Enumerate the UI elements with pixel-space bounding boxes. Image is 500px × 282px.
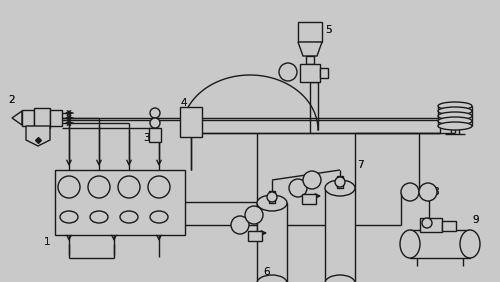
Circle shape <box>303 171 321 189</box>
Bar <box>257 203 287 282</box>
Text: 3: 3 <box>143 133 150 143</box>
Text: 1: 1 <box>44 237 51 247</box>
Circle shape <box>245 206 263 224</box>
Ellipse shape <box>400 230 420 258</box>
Circle shape <box>267 192 277 202</box>
Bar <box>306 56 314 64</box>
Text: 7: 7 <box>357 160 364 170</box>
Text: 9: 9 <box>472 215 478 225</box>
Circle shape <box>118 176 140 198</box>
Circle shape <box>335 177 345 187</box>
Bar <box>320 68 328 78</box>
Bar <box>298 22 322 42</box>
Ellipse shape <box>325 180 355 196</box>
Circle shape <box>419 183 437 201</box>
Bar <box>50 110 62 126</box>
Circle shape <box>401 183 419 201</box>
Circle shape <box>88 176 110 198</box>
Circle shape <box>150 118 160 128</box>
Ellipse shape <box>325 275 355 282</box>
Bar <box>149 128 161 142</box>
Ellipse shape <box>460 230 480 258</box>
Bar <box>300 64 320 82</box>
Bar <box>442 221 456 231</box>
Polygon shape <box>12 111 22 125</box>
Bar <box>34 108 50 128</box>
Bar <box>248 231 262 241</box>
Ellipse shape <box>257 275 287 282</box>
Ellipse shape <box>438 112 472 120</box>
Text: 4: 4 <box>180 98 186 108</box>
Text: 6: 6 <box>263 267 270 277</box>
Circle shape <box>58 176 80 198</box>
Ellipse shape <box>90 211 108 223</box>
Text: 5: 5 <box>325 25 332 35</box>
Text: 8: 8 <box>432 187 438 197</box>
Text: 9: 9 <box>472 215 478 225</box>
Circle shape <box>422 218 432 228</box>
Ellipse shape <box>438 122 472 130</box>
Text: 8: 8 <box>432 187 438 197</box>
Polygon shape <box>298 42 322 56</box>
Text: 7: 7 <box>357 160 364 170</box>
Bar <box>337 176 343 188</box>
Ellipse shape <box>120 211 138 223</box>
Text: 2: 2 <box>8 95 14 105</box>
Bar <box>302 194 316 204</box>
Ellipse shape <box>150 211 168 223</box>
Ellipse shape <box>438 117 472 125</box>
Bar <box>325 188 355 282</box>
Ellipse shape <box>438 102 472 110</box>
Ellipse shape <box>257 195 287 211</box>
Bar <box>180 107 202 137</box>
Text: 4: 4 <box>180 98 186 108</box>
Circle shape <box>150 108 160 118</box>
Circle shape <box>279 63 297 81</box>
Bar <box>269 191 275 203</box>
Bar <box>22 110 34 126</box>
Circle shape <box>289 179 307 197</box>
Text: 5: 5 <box>325 25 332 35</box>
Ellipse shape <box>438 107 472 115</box>
Bar <box>410 230 470 258</box>
Bar <box>420 218 442 232</box>
Polygon shape <box>26 126 50 146</box>
Text: 1: 1 <box>44 237 51 247</box>
Text: 6: 6 <box>263 267 270 277</box>
Circle shape <box>148 176 170 198</box>
Text: 3: 3 <box>143 133 150 143</box>
Circle shape <box>231 216 249 234</box>
Text: 2: 2 <box>8 95 14 105</box>
Bar <box>55 170 185 235</box>
Ellipse shape <box>60 211 78 223</box>
